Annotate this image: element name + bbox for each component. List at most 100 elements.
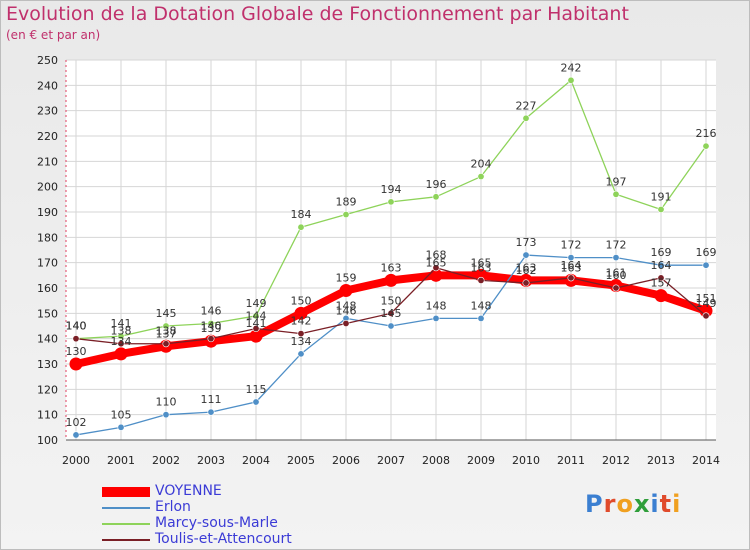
data-point [702,261,710,269]
data-label: 141 [111,317,132,330]
data-label: 165 [471,256,492,269]
x-tick-label: 2009 [467,454,495,467]
data-point [432,314,440,322]
y-tick-label: 170 [37,257,58,270]
data-label: 242 [561,61,582,74]
data-point [162,322,170,330]
data-point [432,264,440,272]
data-point [342,319,350,327]
y-tick-label: 240 [37,79,58,92]
data-label: 160 [606,269,627,282]
data-point [522,251,530,259]
data-point [432,193,440,201]
data-point [612,190,620,198]
data-label: 197 [606,175,627,188]
y-tick-label: 230 [37,105,58,118]
data-label: 145 [156,307,177,320]
data-label: 159 [336,272,357,285]
data-label: 134 [291,335,312,348]
data-point [429,268,443,282]
data-point [522,279,530,287]
legend-label: Toulis-et-Attencourt [155,531,292,547]
x-tick-label: 2010 [512,454,540,467]
data-label: 139 [201,322,222,335]
x-tick-label: 2007 [377,454,405,467]
legend-swatch [102,523,150,525]
y-tick-label: 200 [37,181,58,194]
y-tick-label: 220 [37,130,58,143]
data-point [294,306,308,320]
y-tick-label: 100 [37,434,58,447]
data-point [477,276,485,284]
data-point [657,205,665,213]
data-label: 164 [651,259,672,272]
data-point [117,332,125,340]
data-label: 204 [471,158,492,171]
data-label: 149 [246,297,267,310]
data-point [207,408,215,416]
y-tick-label: 180 [37,231,58,244]
y-tick-label: 110 [37,409,58,422]
data-label: 146 [336,304,357,317]
legend-label: Erlon [155,499,191,515]
data-label: 172 [561,239,582,252]
data-point [339,284,353,298]
data-label: 140 [201,320,222,333]
data-point [384,273,398,287]
data-point [117,340,125,348]
data-point [162,340,170,348]
data-label: 162 [516,264,537,277]
data-point [477,173,485,181]
data-label: 134 [111,335,132,348]
data-point [567,76,575,84]
y-tick-label: 130 [37,358,58,371]
x-tick-label: 2005 [287,454,315,467]
data-label: 161 [606,266,627,279]
chart-title: Evolution de la Dotation Globale de Fonc… [6,3,629,25]
data-label: 149 [696,297,717,310]
data-point [522,114,530,122]
data-label: 163 [516,261,537,274]
data-point [657,274,665,282]
data-label: 163 [471,261,492,274]
data-point [474,268,488,282]
data-label: 196 [426,178,447,191]
data-point [699,304,713,318]
data-point [387,322,395,330]
x-tick-label: 2014 [692,454,720,467]
x-tick-label: 2006 [332,454,360,467]
data-label: 140 [66,320,87,333]
data-point [69,357,83,371]
data-point [249,329,263,343]
data-point [252,325,260,333]
legend-label: Marcy-sous-Marle [155,515,278,531]
y-tick-label: 160 [37,282,58,295]
data-point [252,398,260,406]
y-tick-label: 120 [37,383,58,396]
data-label: 130 [66,345,87,358]
data-point [477,314,485,322]
data-label: 150 [381,294,402,307]
y-tick-label: 140 [37,333,58,346]
data-label: 140 [66,320,87,333]
data-label: 138 [111,325,132,338]
data-point [657,261,665,269]
legend-label: VOYENNE [155,483,222,499]
data-label: 168 [426,249,447,262]
data-point [117,423,125,431]
data-point [567,254,575,262]
data-point [252,312,260,320]
y-tick-label: 250 [37,54,58,67]
data-point [297,223,305,231]
data-point [387,309,395,317]
data-label: 105 [111,408,132,421]
data-point [207,319,215,327]
chart-subtitle: (en € et par an) [6,28,101,42]
x-tick-label: 2000 [62,454,90,467]
legend-swatch [102,539,150,541]
data-point [72,431,80,439]
data-label: 173 [516,236,537,249]
data-label: 216 [696,127,717,140]
data-point [567,274,575,282]
